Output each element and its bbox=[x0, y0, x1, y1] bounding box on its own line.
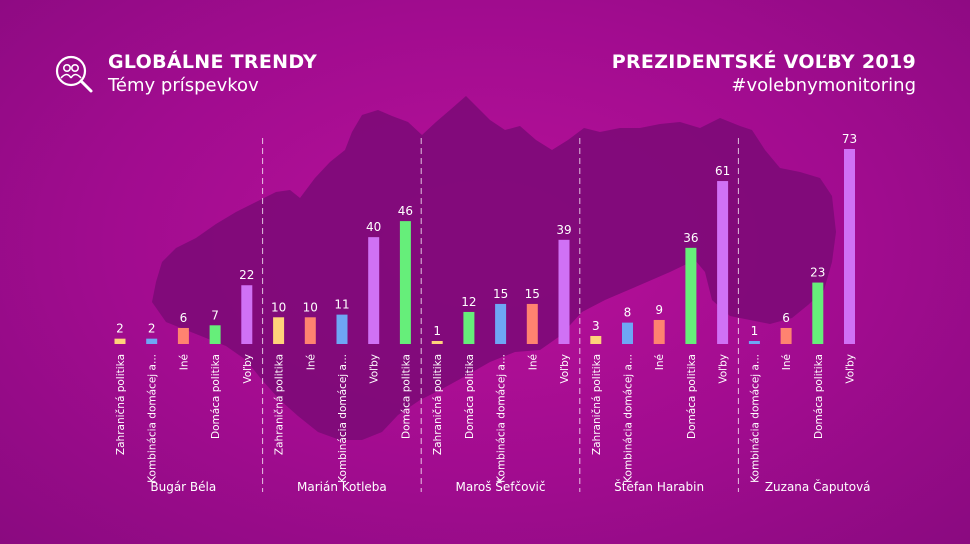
category-label: Domáca politika bbox=[813, 354, 825, 439]
group-label: Maroš Šefčovič bbox=[456, 479, 546, 494]
bar bbox=[748, 341, 760, 344]
group-label: Marián Kotleba bbox=[297, 480, 387, 494]
category-label: Iné bbox=[305, 354, 317, 370]
data-label: 40 bbox=[366, 220, 381, 234]
data-label: 9 bbox=[655, 303, 663, 317]
data-label: 61 bbox=[715, 164, 730, 178]
category-label: Voľby bbox=[559, 354, 571, 384]
category-label: Domáca politika bbox=[686, 354, 698, 439]
category-label: Iné bbox=[781, 354, 793, 370]
category-label: Kombinácia domácej a... bbox=[496, 354, 508, 483]
bar bbox=[495, 303, 507, 344]
category-label: Voľby bbox=[845, 354, 857, 384]
data-label: 6 bbox=[180, 311, 188, 325]
bar bbox=[304, 317, 316, 344]
bar bbox=[526, 303, 538, 344]
bar bbox=[146, 338, 158, 344]
bar bbox=[685, 247, 697, 344]
category-label: Domáca politika bbox=[400, 354, 412, 439]
bar bbox=[177, 327, 189, 344]
category-label: Iné bbox=[654, 354, 666, 370]
data-label: 1 bbox=[433, 324, 441, 338]
group-label: Štefan Harabin bbox=[614, 479, 704, 494]
bar bbox=[399, 221, 411, 344]
bar bbox=[431, 341, 443, 344]
page-title: GLOBÁLNE TRENDY bbox=[108, 51, 318, 73]
category-label: Voľby bbox=[369, 354, 381, 384]
bar bbox=[844, 149, 855, 344]
category-label: Domáca politika bbox=[210, 354, 222, 439]
data-label: 36 bbox=[683, 231, 698, 245]
data-label: 11 bbox=[334, 298, 349, 312]
bar bbox=[114, 338, 126, 344]
data-label: 8 bbox=[624, 306, 632, 320]
category-label: Kombinácia domácej a... bbox=[749, 354, 761, 483]
bar bbox=[590, 335, 602, 344]
data-label: 46 bbox=[398, 204, 413, 218]
group-label: Bugár Béla bbox=[150, 480, 216, 494]
data-label: 7 bbox=[211, 308, 219, 322]
bar bbox=[780, 327, 792, 344]
bar bbox=[336, 314, 348, 344]
bar bbox=[812, 282, 824, 344]
category-label: Iné bbox=[178, 354, 190, 370]
data-label: 12 bbox=[461, 295, 476, 309]
data-label: 23 bbox=[810, 266, 825, 280]
data-label: 73 bbox=[842, 132, 857, 146]
category-label: Voľby bbox=[718, 354, 730, 384]
bar bbox=[653, 319, 665, 344]
data-label: 1 bbox=[751, 324, 759, 338]
category-label: Zahraničná politika bbox=[591, 354, 603, 455]
category-label: Iné bbox=[527, 354, 539, 370]
category-label: Domáca politika bbox=[464, 354, 476, 439]
data-label: 15 bbox=[525, 287, 540, 301]
data-label: 6 bbox=[782, 311, 790, 325]
group-label: Zuzana Čaputová bbox=[765, 479, 871, 494]
bar bbox=[241, 285, 253, 344]
bar bbox=[209, 325, 221, 344]
category-label: Zahraničná politika bbox=[115, 354, 127, 455]
category-label: Voľby bbox=[242, 354, 254, 384]
data-label: 15 bbox=[493, 287, 508, 301]
category-label: Kombinácia domácej a... bbox=[623, 354, 635, 483]
data-label: 39 bbox=[556, 223, 571, 237]
bar bbox=[717, 181, 729, 344]
event-title: PREZIDENTSKÉ VOĽBY 2019 bbox=[611, 51, 916, 73]
data-label: 2 bbox=[116, 322, 124, 336]
data-label: 10 bbox=[303, 300, 318, 314]
data-label: 2 bbox=[148, 322, 156, 336]
data-label: 3 bbox=[592, 319, 600, 333]
category-label: Kombinácia domácej a... bbox=[337, 354, 349, 483]
magnifier-people-icon bbox=[55, 55, 93, 93]
bar bbox=[622, 322, 633, 344]
bar bbox=[558, 239, 570, 344]
data-label: 10 bbox=[271, 300, 286, 314]
bar bbox=[463, 311, 475, 344]
bar bbox=[368, 237, 380, 344]
category-label: Zahraničná politika bbox=[274, 354, 286, 455]
data-label: 22 bbox=[239, 268, 254, 282]
hashtag: #volebnymonitoring bbox=[731, 75, 916, 96]
bar bbox=[273, 317, 285, 344]
category-label: Zahraničná politika bbox=[432, 354, 444, 455]
category-label: Kombinácia domácej a... bbox=[147, 354, 159, 483]
header-right: PREZIDENTSKÉ VOĽBY 2019 #volebnymonitori… bbox=[612, 50, 916, 98]
page-subtitle: Témy príspevkov bbox=[108, 75, 259, 96]
